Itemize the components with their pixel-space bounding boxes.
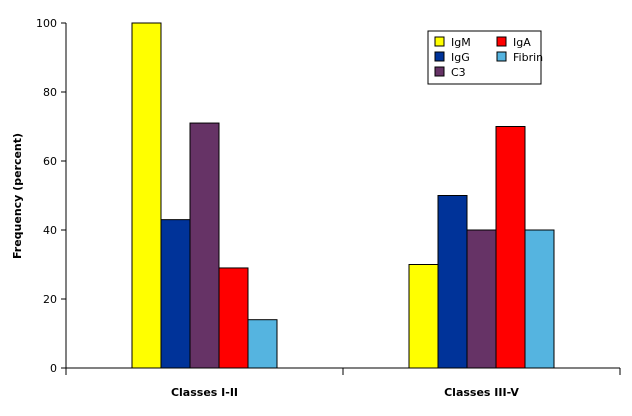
x-axis: Classes I-II Classes III-V [65,367,621,399]
legend-swatch-c3 [434,66,445,77]
x-tick-label: Classes III-V [444,386,519,399]
bar-fibrin-1 [247,319,278,369]
y-tick-label: 100 [36,17,57,30]
bar-c3-2 [466,229,497,369]
bar-igg-2 [437,195,468,369]
legend-label-igm: IgM [451,36,471,49]
bars [131,22,555,369]
bar-iga-2 [495,126,526,369]
y-tick-label: 40 [43,224,57,237]
legend: IgM IgG C3 IgA Fibrin [427,30,543,85]
legend-label-iga: IgA [513,36,531,49]
bar-iga-1 [218,267,249,369]
bar-fibrin-2 [524,229,555,369]
y-tick-label: 80 [43,86,57,99]
legend-swatch-igg [434,51,445,62]
legend-swatch-fibrin [496,51,507,62]
y-tick-label: 60 [43,155,57,168]
legend-swatch-iga [496,36,507,47]
x-tick-label: Classes I-II [171,386,238,399]
bar-c3-1 [189,122,220,369]
y-axis-title: Frequency (percent) [11,133,24,259]
y-axis: 0 20 40 60 80 100 [36,17,67,375]
bar-igm-2 [408,264,439,369]
bar-igg-1 [160,219,191,369]
legend-label-igg: IgG [451,51,470,64]
y-tick-label: 20 [43,293,57,306]
legend-box [427,30,542,85]
legend-label-fibrin: Fibrin [513,51,543,64]
legend-label-c3: C3 [451,66,466,79]
legend-swatch-igm [434,36,445,47]
y-tick-label: 0 [50,362,57,375]
bar-igm-1 [131,22,162,369]
